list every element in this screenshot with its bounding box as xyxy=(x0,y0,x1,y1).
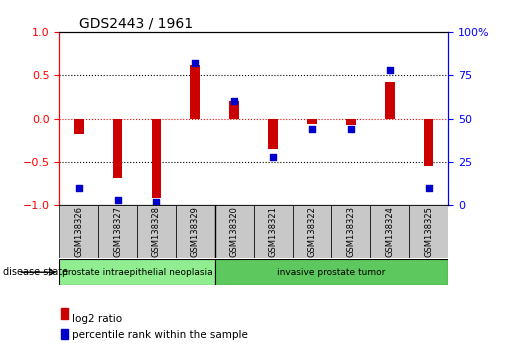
Text: GSM138325: GSM138325 xyxy=(424,206,433,257)
Text: GSM138329: GSM138329 xyxy=(191,206,200,257)
Bar xyxy=(385,82,394,119)
Point xyxy=(191,60,199,66)
Text: GSM138322: GSM138322 xyxy=(307,206,316,257)
Bar xyxy=(346,119,356,125)
Text: GDS2443 / 1961: GDS2443 / 1961 xyxy=(79,17,193,31)
Bar xyxy=(409,205,448,258)
Point xyxy=(230,98,238,104)
Text: percentile rank within the sample: percentile rank within the sample xyxy=(72,330,248,339)
Point xyxy=(75,185,83,191)
Bar xyxy=(370,205,409,258)
Point xyxy=(152,199,161,205)
Text: GSM138320: GSM138320 xyxy=(230,206,238,257)
Point xyxy=(269,154,277,160)
Bar xyxy=(268,119,278,149)
Text: GSM138323: GSM138323 xyxy=(347,206,355,257)
Bar xyxy=(253,205,293,258)
Point xyxy=(347,126,355,132)
Bar xyxy=(293,205,332,258)
Bar xyxy=(113,119,123,178)
Text: invasive prostate tumor: invasive prostate tumor xyxy=(277,268,386,277)
Bar xyxy=(229,101,239,119)
Text: GSM138321: GSM138321 xyxy=(269,206,278,257)
Text: GSM138326: GSM138326 xyxy=(74,206,83,257)
Bar xyxy=(59,259,215,285)
Bar xyxy=(424,119,434,166)
Point xyxy=(424,185,433,191)
Bar xyxy=(215,205,253,258)
Bar xyxy=(191,65,200,119)
Text: prostate intraepithelial neoplasia: prostate intraepithelial neoplasia xyxy=(62,268,212,277)
Bar xyxy=(59,205,98,258)
Text: GSM138327: GSM138327 xyxy=(113,206,122,257)
Bar xyxy=(61,329,68,339)
Text: GSM138324: GSM138324 xyxy=(385,206,394,257)
Point xyxy=(386,67,394,73)
Bar xyxy=(98,205,137,258)
Bar xyxy=(215,259,448,285)
Bar xyxy=(307,119,317,124)
Text: GSM138328: GSM138328 xyxy=(152,206,161,257)
Bar xyxy=(176,205,215,258)
Text: log2 ratio: log2 ratio xyxy=(72,314,122,324)
Bar xyxy=(332,205,370,258)
Bar xyxy=(61,308,68,319)
Bar xyxy=(137,205,176,258)
Bar xyxy=(151,119,161,198)
Text: disease state: disease state xyxy=(3,267,67,277)
Point xyxy=(308,126,316,132)
Point xyxy=(113,197,122,203)
Bar xyxy=(74,119,83,134)
